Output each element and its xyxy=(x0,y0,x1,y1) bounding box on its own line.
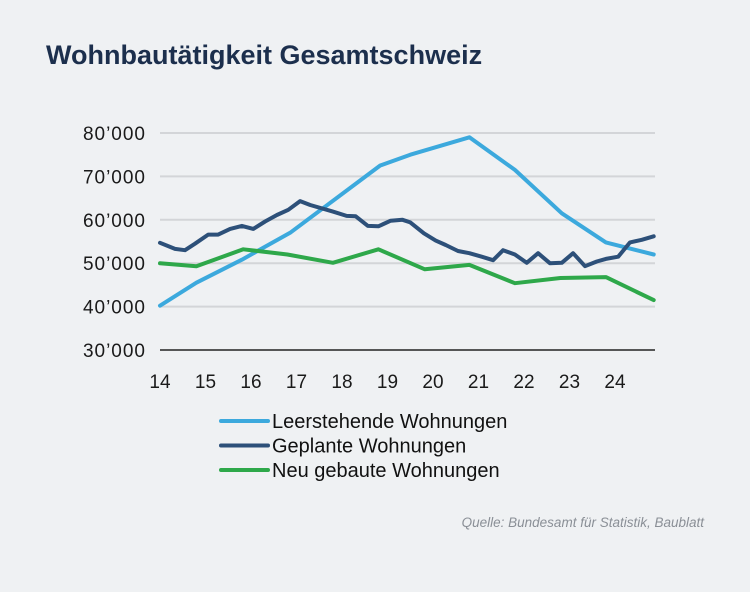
x-tick-label: 20 xyxy=(422,372,443,393)
x-tick-label: 15 xyxy=(195,372,216,393)
series-line-1 xyxy=(158,199,656,269)
y-tick-label: 60’000 xyxy=(83,211,146,232)
x-tick-label: 16 xyxy=(240,372,261,393)
x-tick-label: 23 xyxy=(559,372,580,393)
legend-label: Geplante Wohnungen xyxy=(272,436,466,458)
x-tick-label: 21 xyxy=(468,372,489,393)
series-line-0 xyxy=(158,135,656,308)
x-tick-label: 24 xyxy=(604,372,626,393)
source-note: Quelle: Bundesamt für Statistik, Baublat… xyxy=(461,515,704,530)
x-tick-label: 18 xyxy=(331,372,352,393)
x-tick-label: 22 xyxy=(513,372,534,393)
y-tick-label: 40’000 xyxy=(83,298,146,319)
legend-label: Neu gebaute Wohnungen xyxy=(272,460,500,482)
chart-title: Wohnbautätigkeit Gesamtschweiz xyxy=(46,40,483,70)
series-line-2 xyxy=(158,247,656,303)
y-tick-label: 50’000 xyxy=(83,254,146,275)
y-tick-label: 70’000 xyxy=(83,167,146,188)
x-tick-label: 19 xyxy=(377,372,398,393)
x-tick-label: 17 xyxy=(286,372,307,393)
y-tick-label: 80’000 xyxy=(83,124,146,145)
y-tick-label: 30’000 xyxy=(83,341,146,362)
x-tick-label: 14 xyxy=(149,372,171,393)
legend-label: Leerstehende Wohnungen xyxy=(272,411,507,433)
